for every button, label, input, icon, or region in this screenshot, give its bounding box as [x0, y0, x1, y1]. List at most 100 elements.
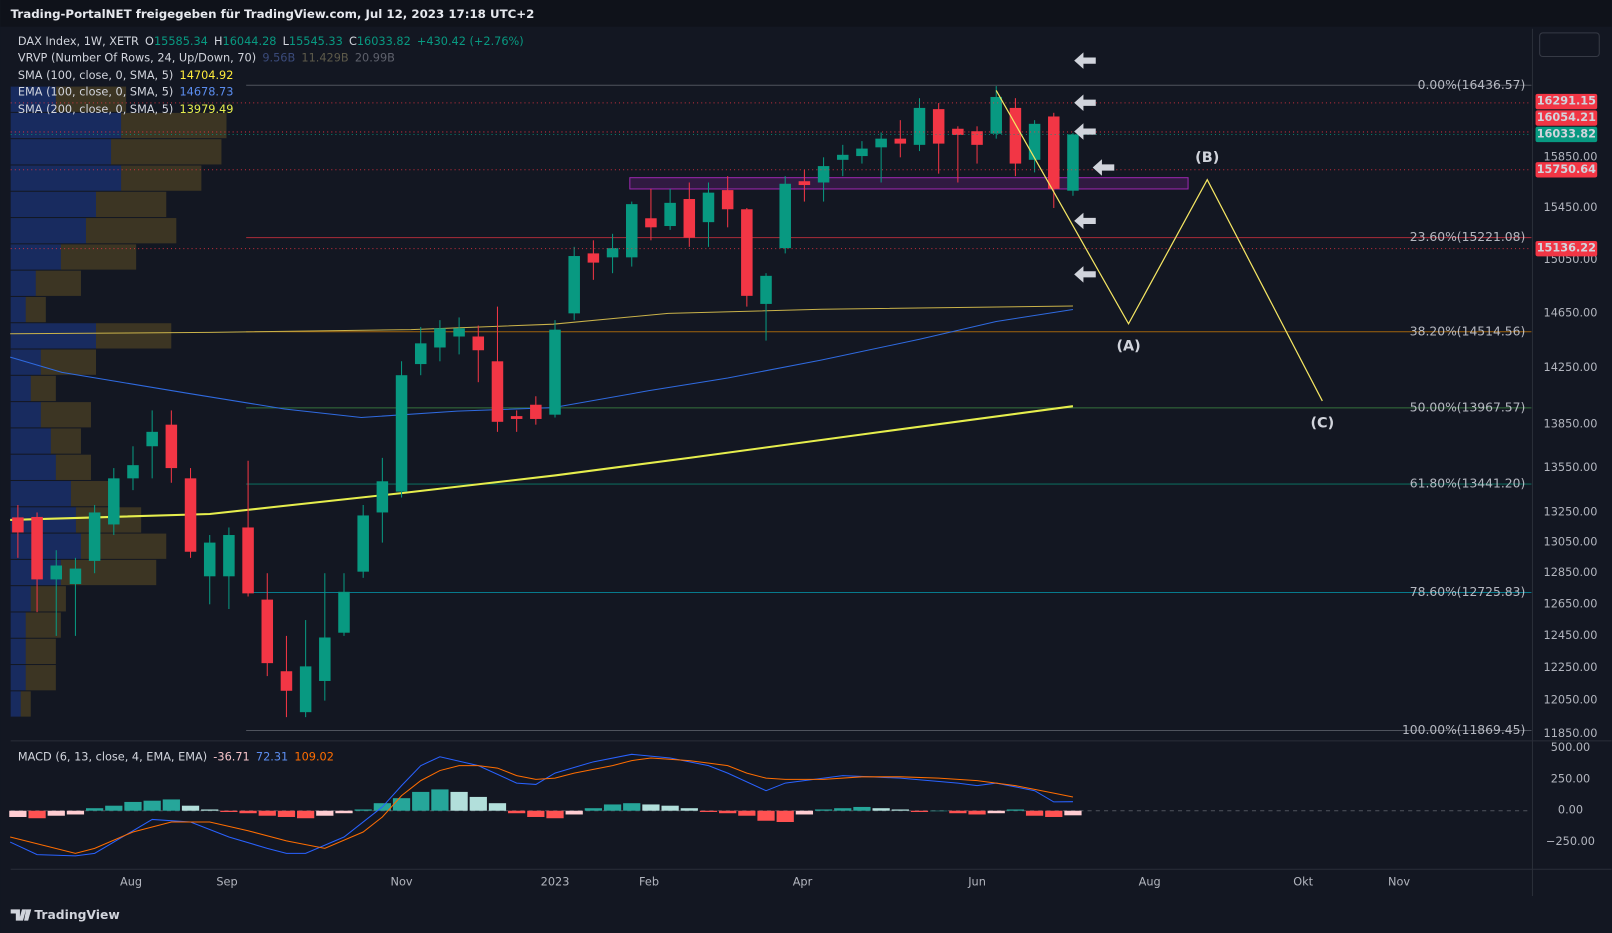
line-value: 13979.49 [180, 103, 234, 116]
y-tick-label: 12050.00 [1544, 694, 1598, 707]
macd-hist [834, 808, 852, 811]
fib-label: 23.60%(15221.08) [1410, 230, 1525, 244]
macd-tick-label: 500.00 [1551, 741, 1591, 754]
macd-hist [642, 804, 660, 811]
macd-hist [872, 808, 890, 811]
candle-body [491, 361, 504, 422]
candle-body [1009, 107, 1022, 164]
symbol: DAX Index, 1W, XETR [18, 35, 139, 48]
macd-hist [699, 810, 718, 812]
candle-body [510, 416, 523, 419]
macd-hist [680, 808, 698, 811]
arrow [1074, 123, 1096, 140]
macd-tick-label: 250.00 [1551, 772, 1591, 785]
x-tick-label: Aug [1139, 876, 1161, 889]
candle-body [146, 431, 158, 447]
macd-hist [431, 789, 449, 811]
candle-body [108, 478, 120, 525]
macd-hist [143, 800, 161, 811]
arrow [1092, 159, 1115, 176]
wave-line [995, 90, 1323, 402]
macd-name: MACD (6, 13, close, 4, EMA, EMA) [18, 750, 207, 763]
candle-body [952, 128, 964, 135]
fib-label: 78.60%(12725.83) [1410, 585, 1525, 599]
ma-line [10, 305, 1073, 335]
vp-up [10, 638, 26, 665]
vp-down [20, 691, 31, 717]
brand-name: TradingView [34, 908, 119, 922]
line-name: SMA (100, close, 0, SMA, 5) [18, 69, 173, 82]
signal-value: 109.02 [294, 750, 334, 763]
vp-up [10, 218, 86, 244]
macd-hist [201, 809, 219, 811]
macd-hist [162, 799, 180, 811]
price-tag-label: 16291.15 [1537, 95, 1596, 108]
macd-hist [795, 810, 814, 815]
macd-hist [105, 805, 123, 811]
candle-body [645, 218, 657, 228]
macd-hist [910, 810, 929, 812]
vp-up [10, 86, 56, 112]
macd-hist [66, 810, 85, 815]
arrow [1074, 94, 1096, 111]
vp-down [95, 323, 172, 349]
ohlc-label: H [214, 35, 223, 48]
ohlc-label: O [145, 35, 154, 48]
vp-up [10, 270, 36, 296]
macd-hist [527, 810, 545, 817]
macd-hist [738, 810, 756, 816]
brand: TradingView [10, 908, 120, 922]
macd-hist [891, 809, 909, 811]
macd-hist [181, 805, 200, 811]
line-name: EMA (100, close, 0, SMA, 5) [18, 85, 173, 98]
legend-macd: MACD (6, 13, close, 4, EMA, EMA) -36.71 72… [18, 750, 334, 763]
macd-hist [220, 810, 238, 812]
y-tick-label: 12650.00 [1544, 597, 1598, 610]
macd-hist [9, 810, 27, 817]
macd-tick-label: 0.00 [1558, 804, 1583, 817]
candle-body [741, 209, 753, 296]
fib-label: 38.20%(14514.56) [1410, 324, 1525, 338]
price-tag [1535, 162, 1598, 178]
candle-body [625, 204, 638, 258]
candle-body [165, 424, 178, 469]
candle-body [549, 329, 561, 415]
candle-body [530, 404, 542, 419]
fib-label: 50.00%(13967.57) [1410, 400, 1525, 414]
candle-body [817, 166, 830, 183]
wave-label: (A) [1116, 338, 1140, 354]
candle-body [606, 248, 619, 258]
settings-button[interactable] [1539, 32, 1600, 58]
candle-body [242, 527, 254, 594]
candle-body [856, 148, 868, 157]
fib-label: 100.00%(11869.45) [1402, 723, 1525, 737]
candle-body [568, 256, 580, 314]
vp-down [55, 86, 127, 112]
candle-body [50, 565, 63, 580]
arrows [1074, 52, 1115, 283]
vp-up [10, 375, 31, 402]
macd-hist [450, 791, 468, 811]
x-tick-label: Okt [1293, 876, 1313, 889]
vp-up [10, 665, 26, 691]
high-value: 16044.28 [223, 35, 277, 48]
price-tag [1535, 240, 1598, 257]
top-bar [0, 0, 1612, 27]
x-tick-label: Sep [216, 876, 237, 889]
vp-up [10, 323, 96, 349]
vp-up [10, 139, 112, 165]
ma-line [10, 405, 1074, 521]
macd-hist [546, 810, 564, 819]
candle-body [779, 183, 791, 249]
vp-up [10, 165, 122, 191]
macd-tick-label: −250.00 [1546, 835, 1595, 848]
vp-up [10, 191, 96, 218]
macd-hist [354, 809, 372, 811]
legend-line: SMA (100, close, 0, SMA, 5) 14704.92 [18, 69, 234, 82]
macd-hist [1045, 810, 1063, 817]
candle-body [357, 515, 369, 572]
candle-body [434, 328, 446, 348]
